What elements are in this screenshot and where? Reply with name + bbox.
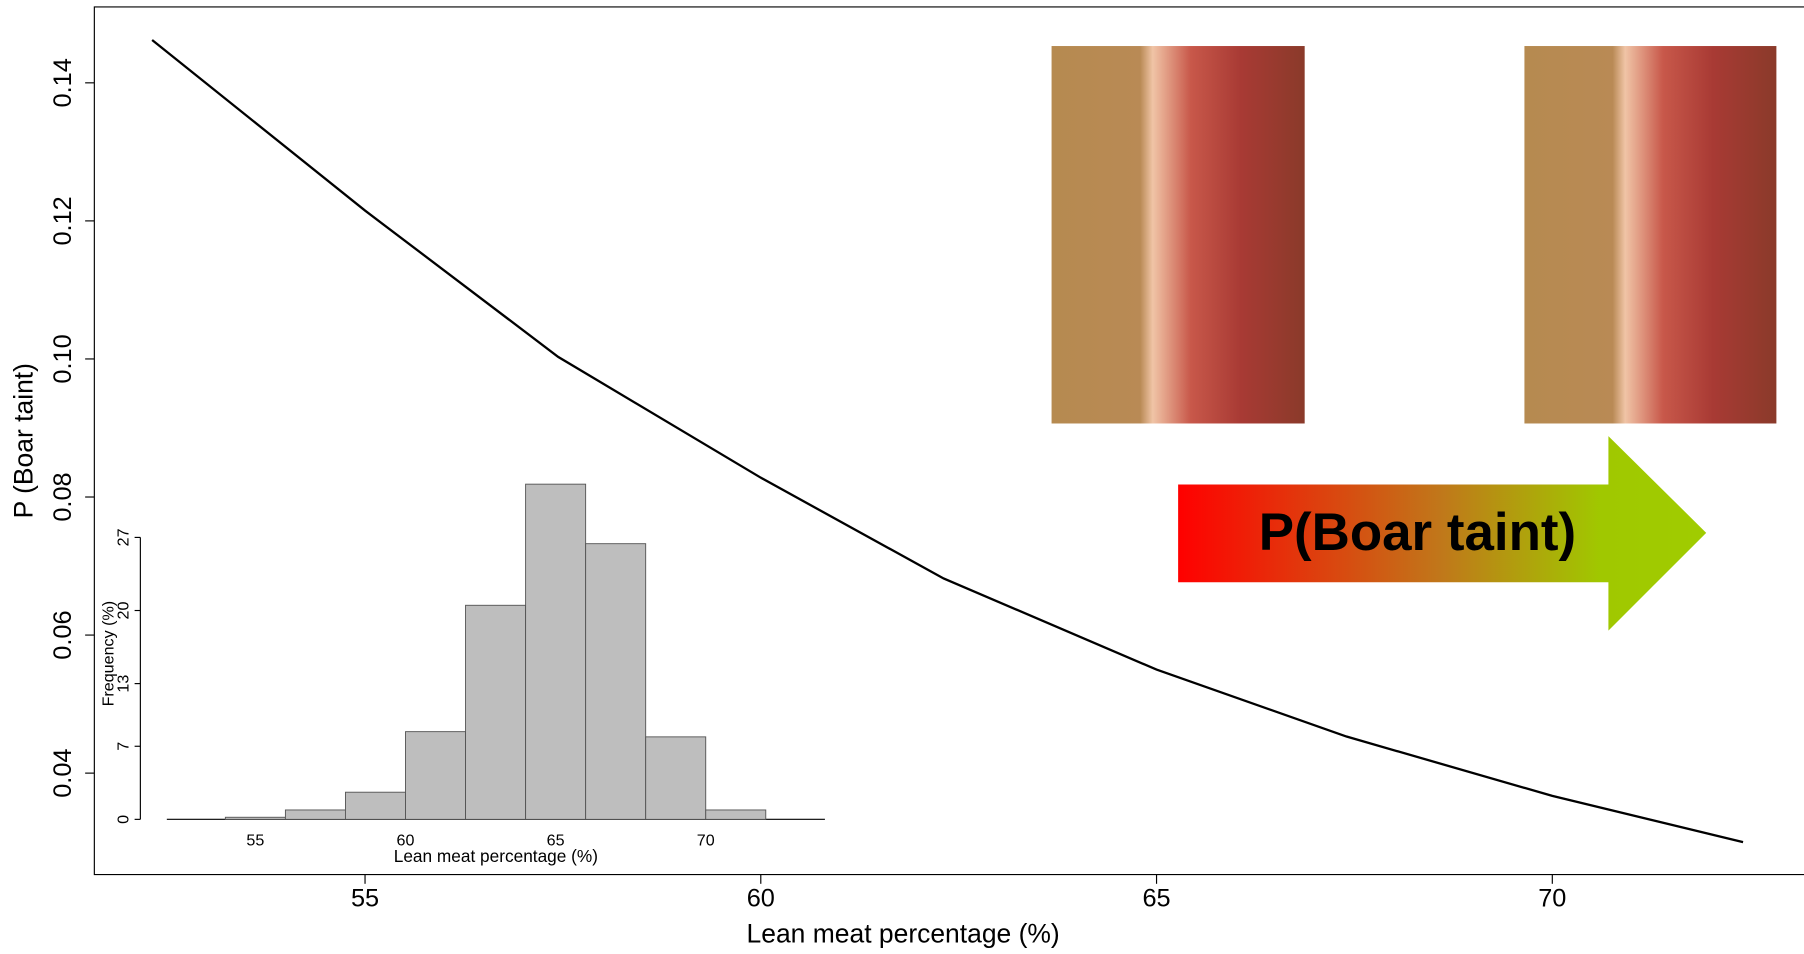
photo: [1052, 46, 1305, 423]
x-tick-label: 65: [1142, 885, 1170, 913]
y-tick-label: 0: [115, 815, 133, 824]
bar: [225, 817, 285, 819]
bar: [586, 544, 646, 820]
x-tick-label: 60: [747, 885, 775, 913]
y-axis-title: Frequency (%): [100, 601, 118, 707]
y-tick-label: 27: [115, 528, 133, 546]
bar: [646, 737, 706, 819]
y-axis-title: P (Boar taint): [8, 363, 38, 518]
y-tick-label: 0.08: [49, 472, 77, 521]
x-tick-label: 55: [246, 831, 264, 849]
bar: [526, 484, 586, 819]
y-tick-label: 0.04: [49, 748, 77, 797]
x-tick-label: 70: [697, 831, 715, 849]
bar: [345, 792, 405, 819]
y-tick-label: 7: [115, 742, 133, 751]
bar: [406, 732, 466, 820]
y-tick-label: 0.14: [49, 58, 77, 107]
y-tick-label: 0.06: [49, 610, 77, 659]
line: [152, 40, 1743, 842]
y-tick-label: 0.12: [49, 196, 77, 245]
photo: [1524, 46, 1776, 423]
bar: [706, 810, 766, 819]
annotation: P(Boar taint): [1259, 503, 1576, 562]
x-axis-title: Lean meat percentage (%): [747, 919, 1060, 949]
y-tick-label: 0.10: [49, 334, 77, 383]
bar: [285, 810, 345, 819]
bar: [466, 605, 526, 819]
x-axis-title: Lean meat percentage (%): [394, 846, 598, 866]
x-tick-label: 55: [351, 885, 379, 913]
x-tick-label: 70: [1538, 885, 1566, 913]
chart: P(Boar taint) 556065700.040.060.080.100.…: [0, 0, 1804, 954]
